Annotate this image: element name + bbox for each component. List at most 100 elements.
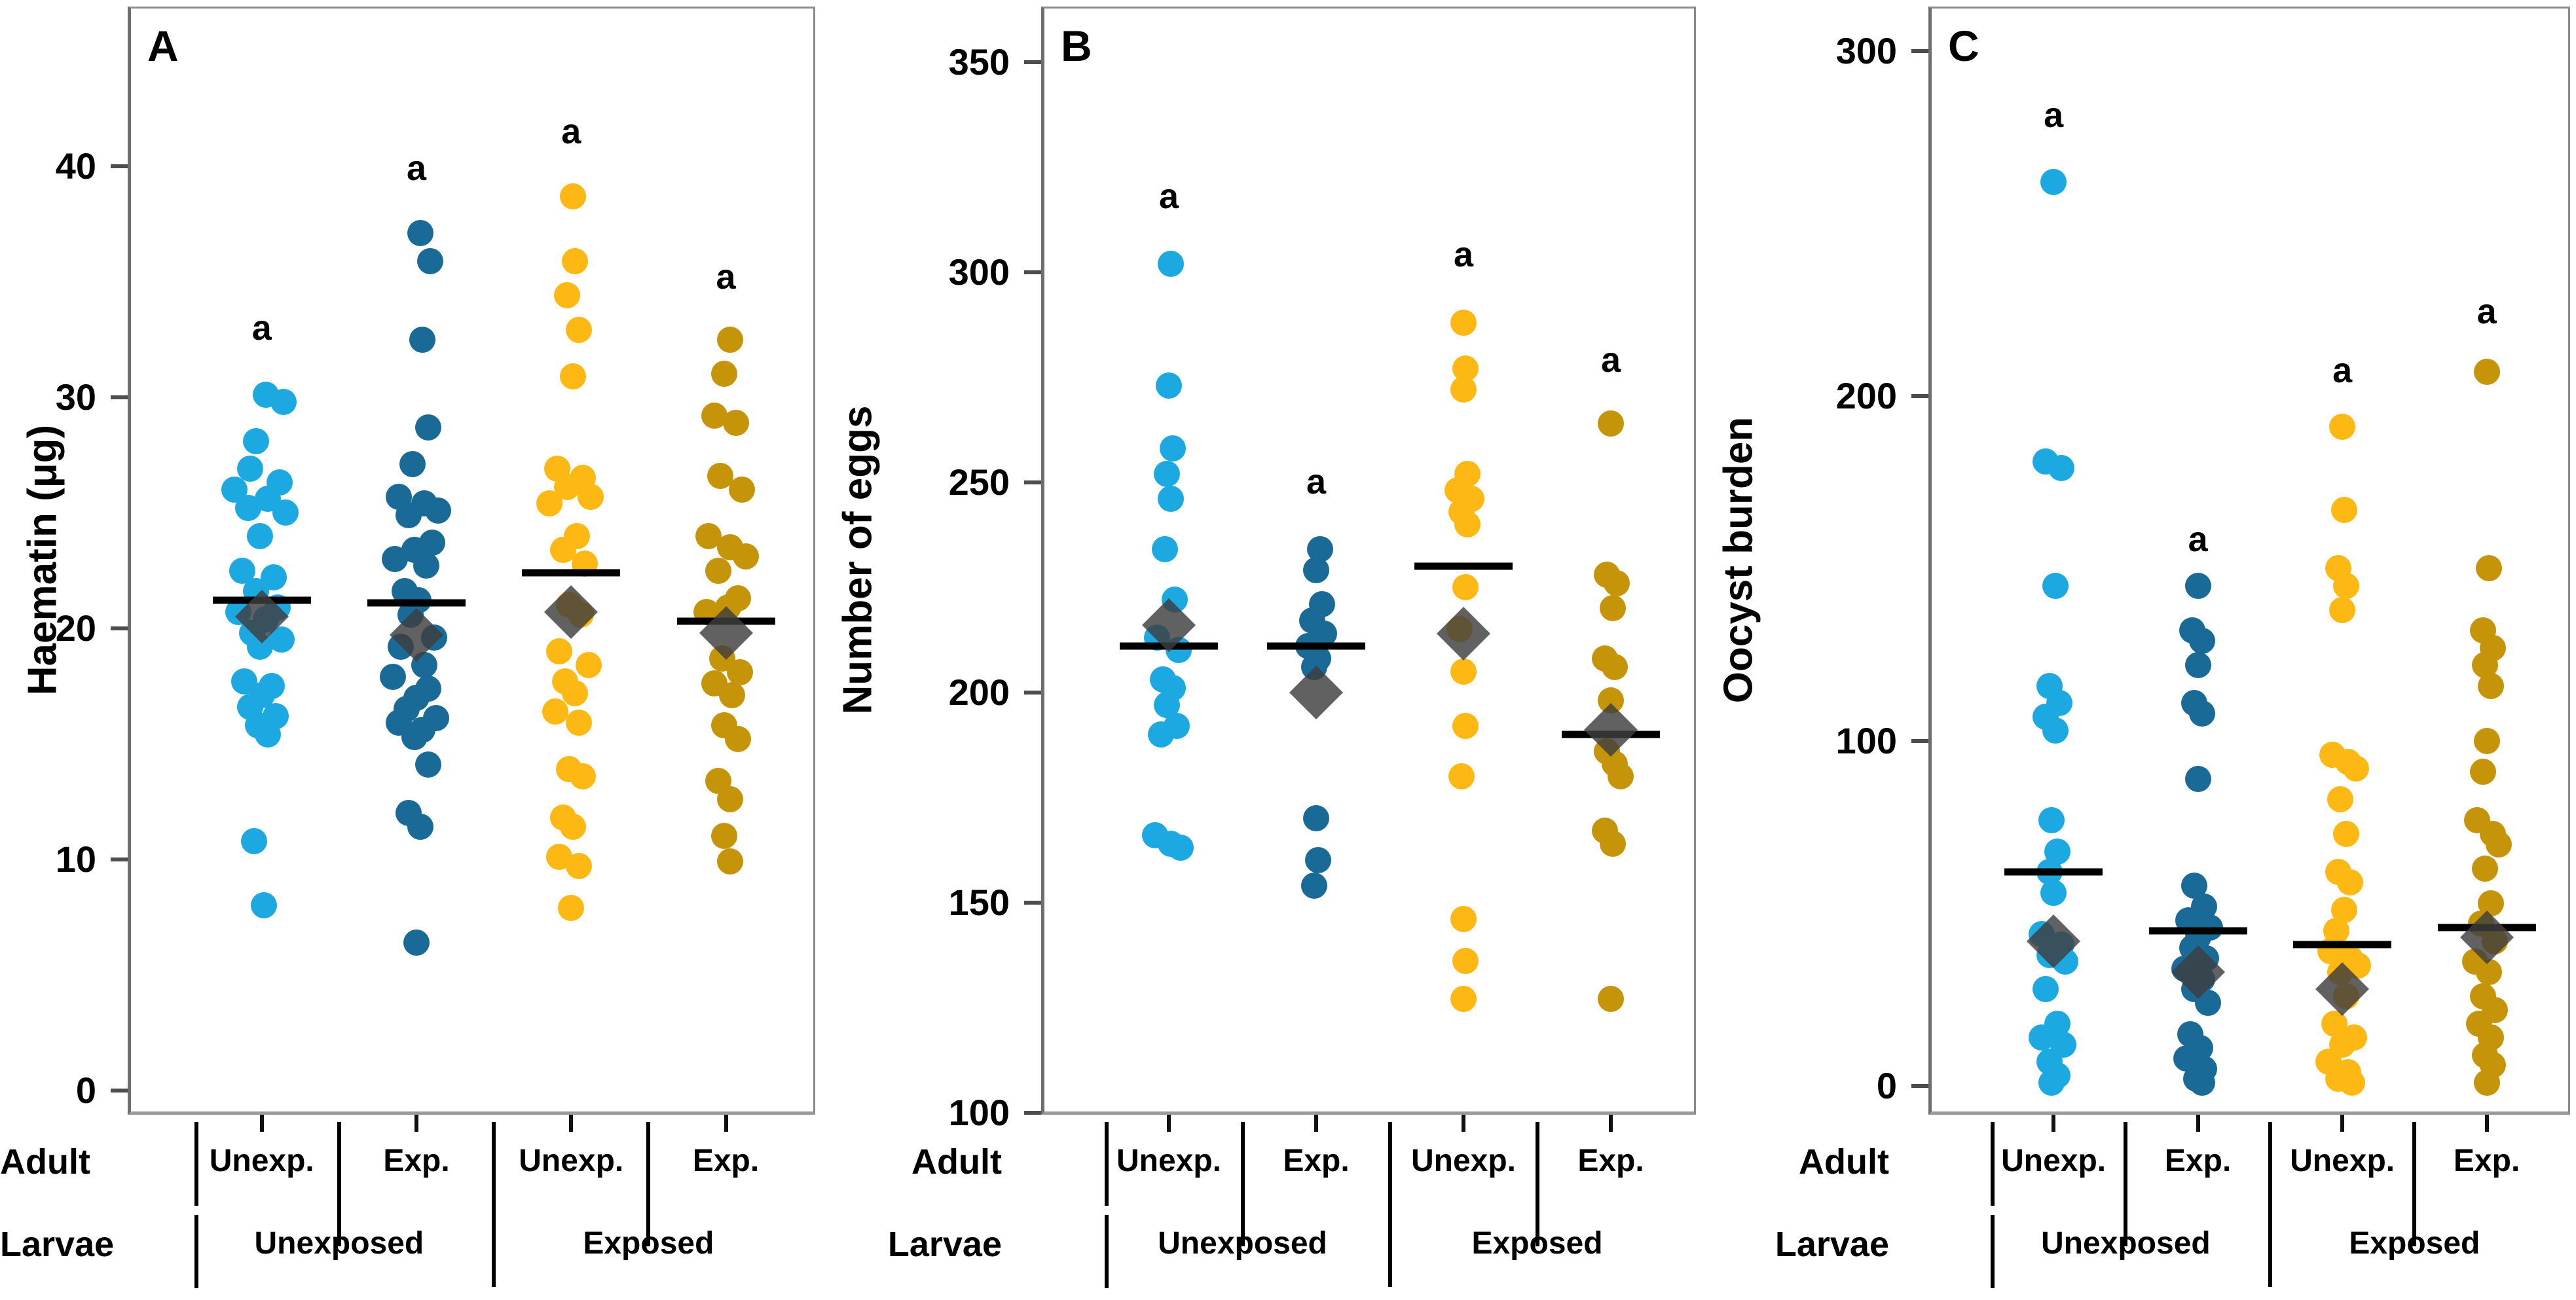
y-tick-mark [1024, 60, 1041, 64]
axis-bracket-line-adult [1105, 1122, 1109, 1206]
data-point [1168, 835, 1194, 861]
data-point [242, 427, 269, 454]
data-point [1160, 435, 1186, 462]
significance-letter: a [1453, 235, 1474, 275]
data-point [566, 317, 593, 344]
data-point [2048, 455, 2075, 482]
data-point [2184, 572, 2211, 599]
axis-bracket-line-larvae [1991, 1215, 1995, 1288]
y-tick-mark [1911, 48, 1928, 53]
group-mean-line [2004, 868, 2103, 876]
data-point [2042, 572, 2069, 599]
x-tick-mark [2052, 1115, 2056, 1132]
x-tick-mark [259, 1115, 264, 1132]
group-separator-line [1535, 1122, 1539, 1246]
significance-letter: a [561, 111, 581, 151]
data-point [2038, 1069, 2065, 1096]
data-point [1602, 654, 1628, 681]
y-tick-mark [111, 164, 128, 168]
adult-row-header: Adult [1799, 1142, 1889, 1182]
data-point [546, 638, 573, 665]
axis-bracket-line-adult [1991, 1122, 1995, 1206]
y-tick-mark [1024, 900, 1041, 905]
significance-letter: a [1306, 462, 1327, 502]
data-point [716, 848, 743, 875]
data-point [2473, 727, 2500, 754]
data-point [2329, 596, 2356, 623]
group-mean-line [522, 569, 621, 577]
data-point [542, 698, 569, 725]
panel-label: A [147, 22, 179, 70]
x-tick-mark [2484, 1115, 2489, 1132]
data-point [1148, 721, 1174, 748]
data-point [382, 545, 408, 572]
y-tick-label: 100 [948, 1091, 1010, 1133]
data-point [399, 451, 426, 478]
data-point [240, 827, 267, 854]
data-point [1454, 511, 1481, 537]
adult-group-label: Exp. [383, 1144, 450, 1178]
x-tick-mark [2340, 1115, 2345, 1132]
data-point [562, 679, 589, 706]
data-point [1598, 410, 1624, 437]
y-tick-label: 200 [948, 671, 1010, 713]
x-tick-mark [414, 1115, 418, 1132]
y-tick-label: 20 [55, 607, 96, 649]
adult-group-label: Exp. [2164, 1144, 2232, 1178]
data-point [726, 659, 753, 685]
data-point [2040, 169, 2067, 195]
y-tick-label: 0 [75, 1069, 96, 1111]
x-tick-mark [1167, 1115, 1171, 1132]
data-point [560, 363, 587, 389]
data-point [1452, 712, 1479, 739]
data-point [270, 388, 297, 415]
adult-row-header: Adult [911, 1142, 1002, 1182]
data-point [2329, 414, 2356, 441]
data-point [1158, 486, 1184, 513]
data-point [401, 723, 428, 750]
x-tick-mark [1314, 1115, 1318, 1132]
significance-letter: a [251, 308, 272, 348]
data-point [246, 522, 273, 549]
adult-group-label: Exp. [692, 1144, 760, 1178]
axis-bracket-line-adult [194, 1122, 198, 1206]
data-point [2033, 976, 2059, 1003]
y-tick-label: 40 [55, 145, 96, 187]
data-point [2042, 717, 2069, 744]
data-point [2188, 1069, 2215, 1096]
data-point [396, 501, 422, 528]
group-separator-line [2412, 1122, 2417, 1246]
data-point [710, 823, 737, 850]
data-point [2343, 755, 2370, 782]
data-point [2040, 879, 2067, 906]
data-point [236, 456, 263, 482]
data-point [2184, 765, 2211, 792]
data-point [403, 929, 430, 956]
group-separator-line [337, 1122, 341, 1246]
y-tick-label: 300 [948, 251, 1010, 293]
data-point [576, 652, 602, 679]
significance-letter: a [716, 257, 736, 297]
adult-group-label: Unexp. [1410, 1144, 1517, 1178]
data-point [1448, 763, 1475, 790]
significance-letter: a [2044, 95, 2064, 135]
panel-c: C Oocyst burden 0 100 200 300 a Unexp. a Exp. a Une… [1696, 0, 2576, 1300]
data-point [1158, 250, 1184, 277]
data-point [732, 543, 759, 570]
data-point [1303, 805, 1329, 832]
adult-group-label: Unexp. [1116, 1144, 1222, 1178]
significance-letter: a [1600, 340, 1621, 380]
y-tick-label: 100 [1835, 719, 1897, 761]
data-point [570, 763, 597, 789]
data-point [250, 892, 277, 919]
data-point [2471, 855, 2498, 882]
y-tick-label: 30 [55, 376, 96, 418]
data-point [413, 552, 439, 579]
data-point [716, 326, 743, 353]
y-tick-mark [1911, 393, 1928, 398]
x-tick-mark [569, 1115, 574, 1132]
y-tick-label: 350 [948, 41, 1010, 82]
data-point [536, 490, 563, 517]
data-point [2188, 700, 2215, 727]
